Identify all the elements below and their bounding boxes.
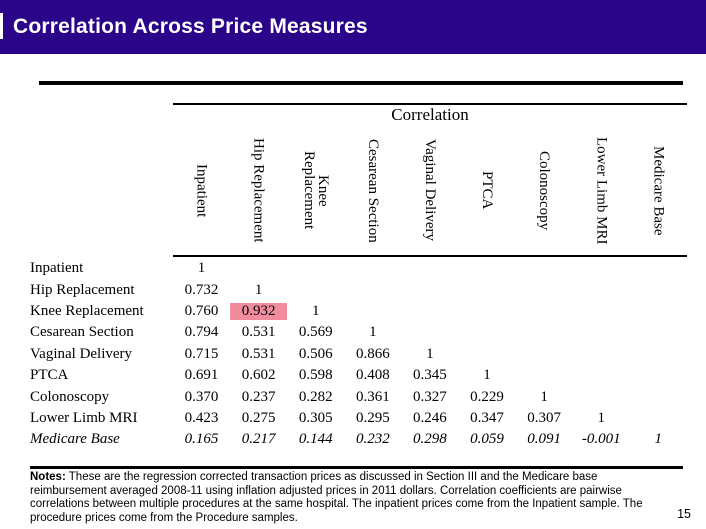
table-row-vaginal-delivery: Vaginal Delivery 0.715 0.531 0.506 0.866 1 [30,344,687,365]
matrix-cell: 1 [654,431,663,448]
matrix-cell: 0.569 [298,324,333,341]
column-header-medicare-base: Medicare Base [630,127,687,254]
column-header-label: PTCA [479,171,496,210]
column-header-label: Colonoscopy [536,150,553,231]
notes: Notes: These are the regression correcte… [30,471,648,525]
column-header-label: Cesarean Section [364,138,381,243]
table-row-ptca: PTCA 0.691 0.602 0.598 0.408 0.345 1 [30,365,687,386]
matrix-cell: 0.237 [241,388,276,405]
column-header-lower-limb-mri: Lower Limb MRI [573,127,630,254]
table-row-colonoscopy: Colonoscopy 0.370 0.237 0.282 0.361 0.327 0.22… [30,386,687,407]
table-top-rule [173,103,687,105]
matrix-cell: -0.001 [581,431,621,448]
row-label: Vaginal Delivery [30,345,133,362]
left-edge-notch [0,13,3,39]
table-row-hip-replacement: Hip Replacement 0.732 1 [30,279,687,300]
matrix-cell: 0.760 [184,302,219,319]
page-number: 15 [677,507,691,521]
table-header-rule [173,255,687,257]
page-title: Correlation Across Price Measures [13,15,368,38]
column-header-vaginal-delivery: Vaginal Delivery [401,127,458,254]
table-bottom-rule [30,466,683,469]
matrix-cell: 0.305 [298,409,333,426]
row-label: Colonoscopy [30,388,110,405]
table-title: Correlation [391,105,469,124]
table-row-lower-limb-mri: Lower Limb MRI 0.423 0.275 0.305 0.295 0.246 0… [30,408,687,429]
matrix-cell: 0.361 [355,388,390,405]
matrix-cell: 1 [483,367,491,384]
matrix-cell: 0.715 [184,345,219,362]
matrix-cell: 1 [540,388,548,405]
matrix-cell: 1 [311,302,320,319]
matrix-cell: 0.531 [241,324,276,341]
matrix-cell: 1 [426,345,434,362]
table-row-inpatient: Inpatient 1 [30,258,687,279]
column-headers-row: Inpatient Hip Replacement Knee Replacement C… [173,127,687,254]
table-row-medicare-base: Medicare Base 0.165 0.217 0.144 0.232 0.298 0.… [30,429,687,450]
column-header-label: Medicare Base [650,145,667,236]
row-label: Hip Replacement [30,281,135,298]
column-header-label: Inpatient [193,163,210,218]
row-label: Inpatient [30,260,84,277]
highlighted-cell: 0.932 [230,302,288,320]
slide-title-bar: Correlation Across Price Measures [0,0,706,54]
matrix-cell: 0.347 [470,409,504,426]
matrix-cell: 0.298 [413,431,447,448]
matrix-cell: 0.345 [413,367,447,384]
matrix-cell: 0.275 [241,409,276,426]
matrix-cell: 0.165 [184,431,219,448]
matrix-cell: 0.506 [298,345,333,362]
matrix-cell: 0.232 [355,431,390,448]
column-header-cesarean-section: Cesarean Section [344,127,401,254]
matrix-cell: 1 [369,324,377,341]
column-header-inpatient: Inpatient [173,127,230,254]
matrix-cell: 1 [597,409,605,426]
matrix-cell: 0.307 [527,409,561,426]
matrix-cell: 0.423 [184,409,219,426]
matrix-cell: 0.327 [413,388,447,405]
matrix-cell: 0.370 [184,388,219,405]
column-header-label: Lower Limb MRI [593,136,610,245]
column-header-knee-replacement: Knee Replacement [287,127,344,254]
matrix-cell: 1 [254,281,263,298]
title-underline-rule [39,81,683,85]
matrix-cell: 0.602 [241,367,276,384]
matrix-cell: 0.732 [184,281,219,298]
correlation-matrix: Inpatient 1 Hip Replacement 0.732 1 Knee Repl… [30,258,687,451]
matrix-cell: 0.282 [298,388,333,405]
matrix-cell: 0.531 [241,345,276,362]
column-header-label: Hip Replacement [250,138,267,243]
notes-label: Notes: [30,471,66,483]
matrix-cell: 0.794 [184,324,219,341]
column-header-label: Knee Replacement [300,151,331,230]
matrix-cell: 0.144 [298,431,333,448]
row-label: Lower Limb MRI [30,409,138,426]
column-header-hip-replacement: Hip Replacement [230,127,287,254]
column-header-ptca: PTCA [459,127,516,254]
notes-text: These are the regression corrected trans… [30,471,643,524]
matrix-cell: 0.229 [470,388,504,405]
column-header-colonoscopy: Colonoscopy [516,127,573,254]
matrix-cell: 0.217 [241,431,276,448]
table-row-knee-replacement: Knee Replacement 0.760 0.932 1 [30,301,687,322]
matrix-cell: 0.598 [298,367,333,384]
table-row-cesarean-section: Cesarean Section 0.794 0.531 0.569 1 [30,322,687,343]
row-label: Knee Replacement [30,302,144,319]
matrix-cell: 0.091 [527,431,561,448]
matrix-cell: 0.866 [355,345,390,362]
matrix-cell: 0.691 [184,367,219,384]
matrix-cell: 0.059 [470,431,504,448]
row-label: PTCA [30,367,69,384]
row-label: Cesarean Section [30,324,134,341]
matrix-cell: 0.295 [355,409,390,426]
matrix-cell: 0.408 [355,367,390,384]
column-header-label: Vaginal Delivery [421,139,438,242]
matrix-cell: 0.246 [413,409,447,426]
row-label: Medicare Base [30,431,120,448]
matrix-cell: 1 [197,260,206,277]
